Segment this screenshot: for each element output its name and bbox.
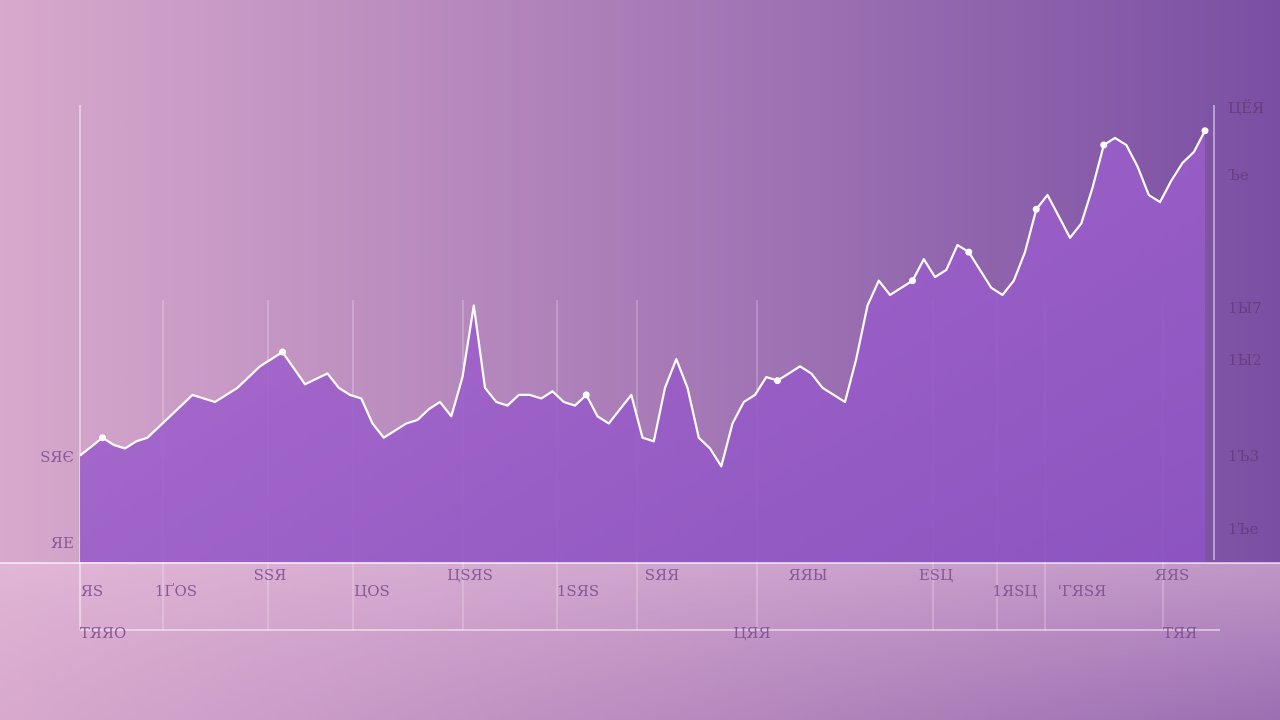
data-point xyxy=(774,377,781,385)
x-tick-label: ЯЅ xyxy=(81,582,103,600)
area-series-line xyxy=(79,130,1206,468)
x-tick-label: 1ЯЅЦ xyxy=(992,582,1037,600)
data-point xyxy=(1032,205,1040,213)
y-tick-label-left: ЅЯЄ xyxy=(40,448,74,466)
data-point xyxy=(909,277,916,285)
x-tick-label-secondary: ТЯЯ xyxy=(1163,624,1197,642)
x-tick-label: ЦОЅ xyxy=(354,582,390,600)
data-point xyxy=(1100,141,1108,149)
y-tick-label-right: ЦЁЯ xyxy=(1228,99,1264,117)
x-tick-label-secondary: ТЯЯО xyxy=(80,624,127,642)
data-point xyxy=(279,348,286,356)
x-tick-label: ЕЅЦ xyxy=(919,566,953,584)
area-series-fill xyxy=(80,130,1205,562)
x-tick-label: 'ГЯЅЯ xyxy=(1058,582,1107,600)
x-tick-label: ЯЯЫ xyxy=(789,566,828,584)
x-tick-label: ЅЅЯ xyxy=(254,566,287,584)
x-tick-label: ЦЅЯЅ xyxy=(447,566,493,584)
y-tick-label-right: 1Ы7 xyxy=(1228,299,1262,317)
data-point xyxy=(965,248,973,256)
x-tick-label: ЅЯЯ xyxy=(645,566,680,584)
y-tick-label-right: 1Ъ3 xyxy=(1228,447,1259,465)
data-point xyxy=(99,434,106,442)
y-tick-label-right: 1Ъе xyxy=(1228,520,1258,538)
y-tick-label-right: Ъе xyxy=(1228,166,1249,184)
y-tick-label-right: 1Ы2 xyxy=(1228,351,1262,369)
x-tick-label-secondary: ЦЯЯ xyxy=(733,624,770,642)
x-tick-label: 1ҐОЅ xyxy=(155,582,197,600)
data-point xyxy=(1201,127,1209,135)
y-tick-label-left: ЯЕ xyxy=(51,534,74,552)
x-tick-label: 1ЅЯЅ xyxy=(557,582,599,600)
data-point xyxy=(582,391,590,399)
x-tick-label: ЯЯЅ xyxy=(1155,566,1190,584)
floor-band xyxy=(0,563,1280,720)
